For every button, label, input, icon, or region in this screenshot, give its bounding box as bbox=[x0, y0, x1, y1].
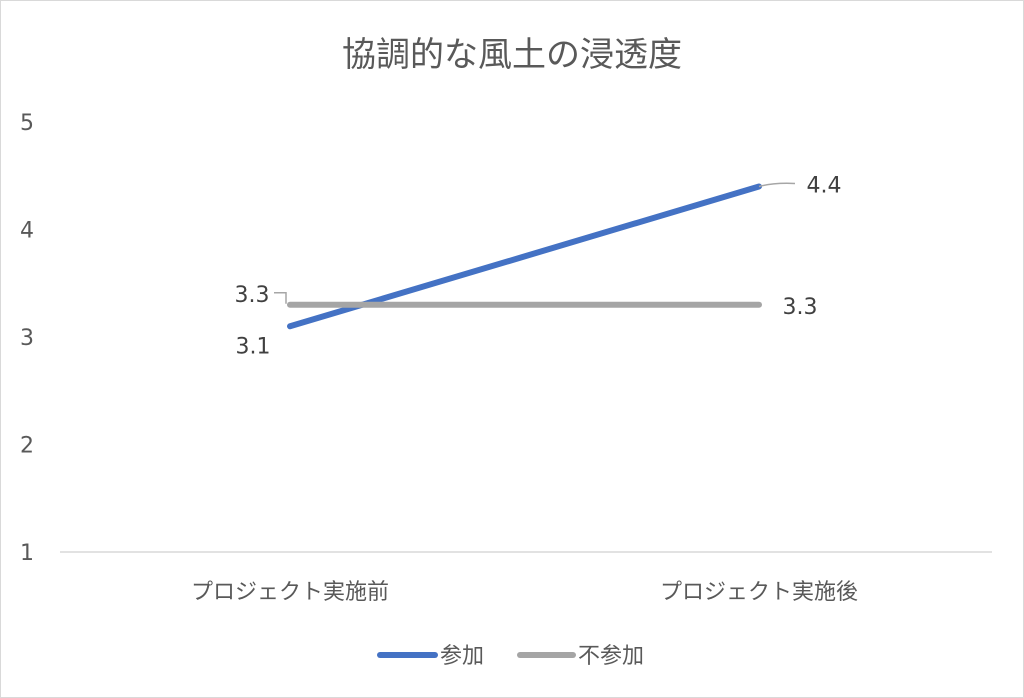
chart-title: 協調的な風土の浸透度 bbox=[342, 35, 682, 75]
x-category-label: プロジェクト実施後 bbox=[660, 580, 858, 605]
y-tick-label: 5 bbox=[20, 111, 34, 136]
y-tick-label: 3 bbox=[20, 326, 34, 351]
data-label: 3.3 bbox=[783, 295, 818, 320]
y-tick-label: 2 bbox=[20, 434, 34, 459]
series-lines bbox=[287, 183, 762, 330]
y-tick-label: 4 bbox=[20, 219, 34, 244]
legend-label: 不参加 bbox=[578, 644, 644, 669]
legend-label: 参加 bbox=[440, 644, 484, 669]
x-category-label: プロジェクト実施前 bbox=[191, 580, 389, 605]
data-label: 3.3 bbox=[235, 283, 270, 308]
data-labels: 3.1 4.4 3.3 3.3 bbox=[235, 174, 842, 360]
leader-line bbox=[274, 292, 287, 304]
y-tick-label: 1 bbox=[20, 541, 34, 566]
legend-item-non-participant: 不参加 bbox=[517, 644, 644, 669]
data-label: 4.4 bbox=[807, 174, 842, 199]
x-axis-categories: プロジェクト実施前 プロジェクト実施後 bbox=[191, 580, 858, 605]
legend-item-participant: 参加 bbox=[377, 644, 484, 669]
y-axis-ticks: 1 2 3 4 5 bbox=[20, 111, 34, 566]
leader-line bbox=[758, 182, 796, 188]
legend: 参加 不参加 bbox=[377, 644, 644, 669]
data-label: 3.1 bbox=[236, 334, 271, 359]
